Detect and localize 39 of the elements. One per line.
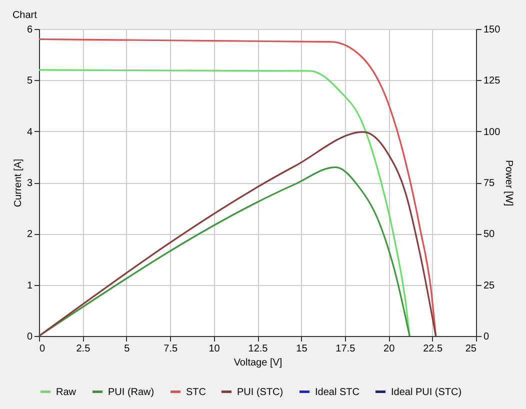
line-series — [38, 166, 410, 337]
y-tick-label: 6 — [26, 24, 33, 36]
x-tick-label: 0 — [40, 344, 46, 354]
legend-label: PUI (Raw) — [108, 386, 154, 398]
y2-tick-label: 125 — [484, 76, 501, 87]
x-tick-label: 5 — [124, 344, 130, 354]
legend-label: PUI (STC) — [237, 386, 284, 398]
y-tick-label: 5 — [26, 76, 33, 87]
y-axis-title: Current [A] — [12, 158, 24, 208]
y2-tick-label: 75 — [484, 178, 496, 189]
legend-label: Raw — [56, 386, 77, 398]
x-axis-title: Voltage [V] — [234, 358, 282, 368]
y-tick-label: 1 — [26, 280, 33, 292]
x-tick-label: 20 — [384, 344, 396, 354]
x-tick-label: 10 — [208, 344, 220, 354]
x-tick-label: 22.5 — [423, 344, 443, 354]
legend-label: STC — [186, 386, 206, 398]
y2-tick-label: 150 — [484, 24, 501, 36]
line-series — [38, 131, 437, 337]
y2-tick-label: 0 — [484, 332, 490, 342]
x-tick-label: 15 — [296, 344, 308, 354]
y2-axis-title: Power [W] — [503, 160, 514, 206]
x-tick-label: 25 — [465, 344, 477, 354]
y2-tick-label: 100 — [484, 126, 501, 138]
legend-label: Ideal STC — [315, 386, 360, 398]
x-tick-label: 17.5 — [336, 344, 356, 354]
line-series — [38, 69, 410, 337]
x-tick-label: 2.5 — [76, 344, 91, 354]
y2-tick-label: 25 — [484, 280, 496, 292]
y-tick-label: 4 — [26, 126, 33, 138]
y-tick-label: 2 — [26, 229, 33, 240]
legend-label: Ideal PUI (STC) — [391, 386, 462, 398]
line-series — [38, 38, 437, 337]
x-tick-label: 7.5 — [164, 344, 178, 354]
chart-title: Chart — [12, 10, 38, 21]
x-tick-label: 12.5 — [248, 344, 268, 354]
y2-tick-label: 50 — [484, 229, 496, 240]
y-tick-label: 0 — [26, 332, 33, 342]
y-tick-label: 3 — [26, 178, 33, 189]
